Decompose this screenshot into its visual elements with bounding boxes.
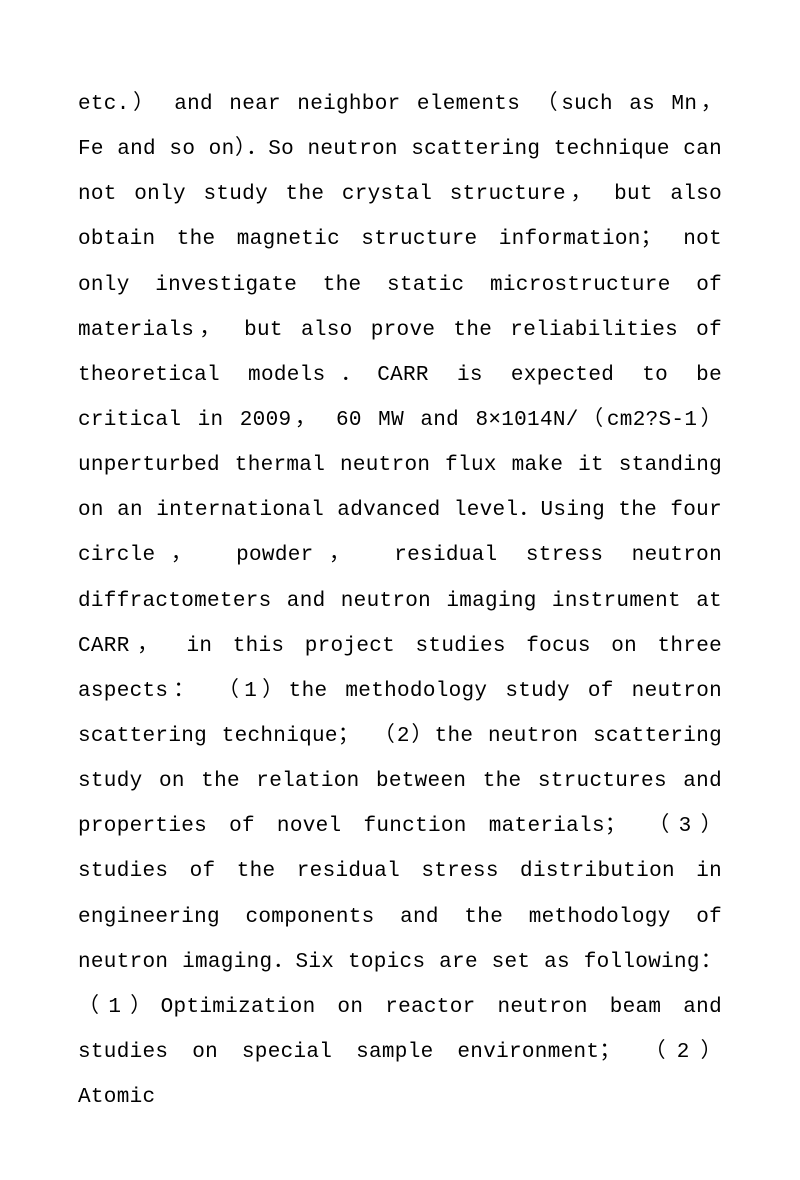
body-text: etc.） and near neighbor elements （such a… [78,82,722,1120]
document-page: etc.） and near neighbor elements （such a… [0,0,800,1180]
